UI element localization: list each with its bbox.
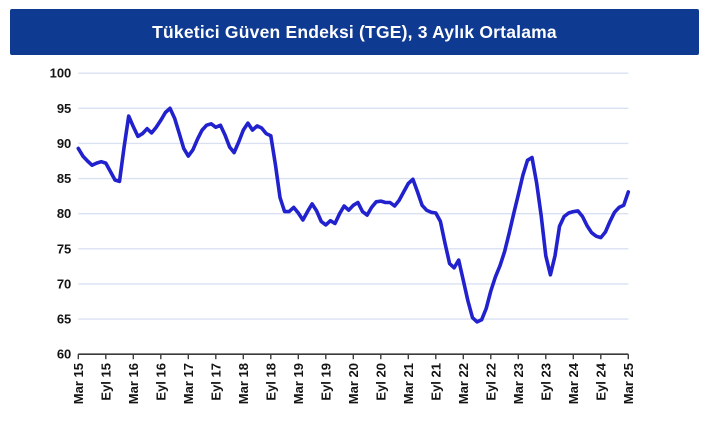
x-axis-labels: Mar 15 Eyl 15 Mar 16 Eyl 16 Mar 17 Eyl 17 Mar … [71, 362, 636, 404]
x-tick-label-eyl-21: Eyl 21 [428, 363, 443, 401]
x-tick-label-eyl-20: Eyl 20 [373, 363, 388, 401]
y-tick-label-90: 90 [57, 136, 71, 151]
x-tick-label-mar-21: Mar 21 [401, 363, 416, 404]
y-tick-label-100: 100 [50, 66, 72, 81]
y-axis-labels: 60 65 70 75 80 85 90 95 100 [50, 66, 72, 362]
x-tick-label-eyl-18: Eyl 18 [263, 363, 278, 401]
x-tick-label-eyl-17: Eyl 17 [208, 363, 223, 401]
gridlines [78, 72, 629, 320]
x-tick-label-eyl-24: Eyl 24 [593, 362, 608, 400]
x-tick-label-eyl-15: Eyl 15 [98, 363, 113, 401]
x-tick-label-mar-15: Mar 15 [71, 363, 86, 404]
x-tick-label-mar-20: Mar 20 [346, 363, 361, 404]
y-tick-label-65: 65 [57, 312, 71, 327]
x-tick-label-mar-17: Mar 17 [181, 363, 196, 404]
x-tick-label-mar-18: Mar 18 [236, 363, 251, 404]
x-tick-label-mar-22: Mar 22 [456, 363, 471, 404]
x-tick-label-mar-16: Mar 16 [126, 363, 141, 404]
x-axis [77, 353, 629, 360]
y-tick-label-60: 60 [57, 347, 71, 362]
x-tick-label-mar-25: Mar 25 [621, 363, 636, 404]
chart-title-bar: Tüketici Güven Endeksi (TGE), 3 Aylık Or… [10, 9, 699, 55]
y-tick-label-75: 75 [57, 241, 71, 256]
x-tick-label-eyl-23: Eyl 23 [538, 363, 553, 401]
x-tick-label-mar-19: Mar 19 [291, 363, 306, 404]
x-tick-label-mar-24: Mar 24 [566, 362, 581, 404]
tge-series [76, 106, 631, 324]
chart-title: Tüketici Güven Endeksi (TGE), 3 Aylık Or… [152, 21, 557, 42]
y-tick-label-70: 70 [57, 276, 71, 291]
x-tick-label-eyl-22: Eyl 22 [483, 363, 498, 401]
x-tick-label-mar-23: Mar 23 [511, 363, 526, 404]
x-tick-label-eyl-16: Eyl 16 [153, 363, 168, 401]
y-tick-label-80: 80 [57, 206, 71, 221]
x-tick-label-eyl-19: Eyl 19 [318, 363, 333, 401]
y-tick-label-95: 95 [57, 101, 71, 116]
series-line-tge [76, 106, 631, 324]
y-tick-label-85: 85 [57, 171, 71, 186]
